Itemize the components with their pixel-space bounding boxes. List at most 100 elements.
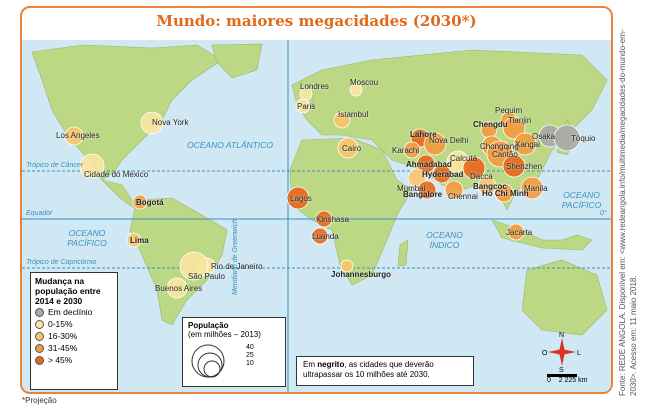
city-label: Tianjin [508, 116, 532, 125]
city-label: Karachi [392, 146, 420, 155]
note-suffix: , as cidades que deverão ultrapassar os … [303, 360, 434, 379]
city-marker [64, 126, 84, 146]
city-marker [311, 227, 329, 245]
source-text: Fonte: REDE ANGOLA. Disponível em: <www.… [618, 29, 638, 396]
city-label: Chengdu [473, 120, 508, 129]
city-label: Cairo [342, 144, 362, 153]
legend-label: 16-30% [48, 331, 78, 341]
legend-item: > 45% [35, 354, 113, 366]
city-marker [423, 132, 447, 156]
city-marker [494, 183, 514, 203]
north-america [31, 44, 223, 181]
city-label: Pequim [495, 106, 523, 115]
south-america [129, 197, 228, 326]
city-label: Xangai [515, 140, 540, 149]
city-marker [502, 116, 526, 140]
population-subtitle: (em milhões – 2013) [188, 330, 261, 339]
city-marker [179, 251, 209, 281]
ocean-atlantico: OCEANO ATLÂNTICO [187, 140, 273, 150]
legend-swatch [35, 307, 44, 317]
change-legend: Mudança na população entre 2014 e 2030 E… [30, 272, 118, 390]
legend-label: Em declínio [48, 307, 93, 317]
pop-40: 40 [246, 344, 254, 351]
city-marker [462, 156, 486, 180]
legend-label: > 45% [48, 355, 73, 365]
city-marker [132, 194, 148, 210]
city-marker [513, 132, 537, 156]
map-title: Mundo: maiores megacidades (2030*) [156, 12, 477, 30]
scale-bar: 0 2 225 km [547, 374, 587, 384]
city-marker [417, 180, 437, 200]
city-marker [79, 153, 105, 179]
pop-25: 25 [246, 352, 254, 359]
note-prefix: Em [303, 360, 318, 369]
ocean-pacifico-east: OCEANO PACÍFICO [561, 190, 602, 210]
legend-title: Mudança na população entre 2014 e 2030 [35, 276, 101, 306]
city-label: Cidade do México [84, 170, 149, 179]
city-label: Mumbai [397, 184, 426, 193]
map-frame: Mundo: maiores megacidades (2030*) [20, 6, 613, 394]
legend-swatch [35, 331, 44, 341]
compass-n: N [559, 332, 564, 339]
city-marker [349, 83, 363, 97]
city-label: Londres [300, 82, 329, 91]
ocean-indico: OCEANO ÍNDICO [426, 230, 463, 250]
compass-s: S [559, 367, 564, 372]
city-marker [477, 176, 497, 196]
city-label: Nova York [152, 118, 189, 127]
note-box: Em negrito, as cidades que deverão ultra… [296, 356, 474, 386]
city-marker [315, 210, 333, 228]
compass-o: O [542, 350, 548, 357]
city-label: Tóquio [571, 134, 596, 143]
city-label: Nova Delhi [429, 136, 469, 145]
city-marker [337, 137, 359, 159]
city-marker [416, 154, 436, 174]
city-marker [553, 124, 581, 152]
footnote: *Projeção [22, 396, 57, 405]
city-label: Lima [130, 236, 149, 245]
city-marker [507, 223, 525, 241]
compass-rose: N S O L [542, 332, 582, 374]
city-label: Calcutá [450, 154, 478, 163]
city-label: Moscou [350, 78, 379, 87]
city-label: Manila [524, 184, 548, 193]
legend-item: 31-45% [35, 342, 113, 354]
legend-label: 0-15% [48, 319, 73, 329]
zero-label: 0° [600, 210, 607, 217]
africa [289, 137, 413, 286]
population-legend: População (em milhões – 2013) 40 25 10 [182, 317, 286, 387]
legend-item: Em declínio [35, 306, 113, 318]
city-label: Istambul [338, 110, 369, 119]
pop-10: 10 [246, 360, 254, 367]
legend-swatch [35, 343, 44, 353]
greenland [211, 43, 263, 79]
city-label: São Paulo [188, 272, 225, 281]
city-label: Chennai [448, 192, 478, 201]
city-label: Ho Chi Minh [482, 189, 529, 198]
compass-l: L [577, 350, 581, 357]
legend-swatch [35, 319, 44, 329]
australia [521, 259, 608, 336]
city-label: Bangalore [403, 190, 443, 199]
city-label: Kinshasa [316, 215, 349, 224]
legend-label: 31-45% [48, 343, 78, 353]
city-marker [432, 164, 452, 184]
city-marker [520, 176, 544, 200]
ocean-pacifico-west: OCEANO PACÍFICO [67, 228, 107, 248]
city-label: Bangcoc [473, 182, 507, 191]
world-map: Los Angeles Nova York Cidade do México Bogo… [22, 40, 611, 392]
city-label: Lagos [290, 194, 312, 203]
city-label: Cantão [492, 150, 518, 159]
city-label: Rio de Janeiro [211, 262, 263, 271]
city-marker [295, 98, 311, 114]
city-label: Paris [297, 102, 316, 111]
greenwich-label: Meridiano de Greenwich [232, 219, 239, 295]
city-marker [444, 180, 464, 200]
city-label: Ahmadabad [406, 160, 452, 169]
madagascar [397, 239, 409, 267]
city-marker [340, 259, 354, 273]
legend-item: 0-15% [35, 318, 113, 330]
city-label: Dacca [470, 172, 493, 181]
tropic-of-cancer-label: Trópico de Câncer [26, 162, 84, 169]
legend-item: 16-30% [35, 330, 113, 342]
